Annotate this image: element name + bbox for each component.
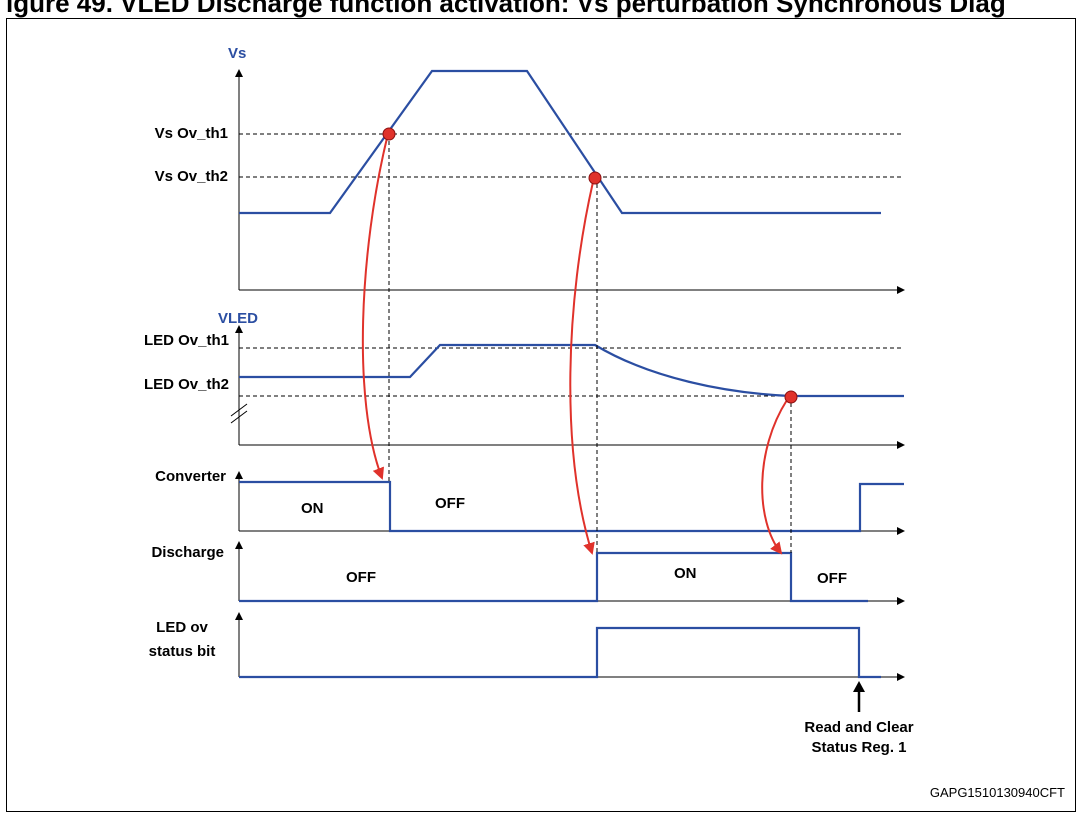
discharge-state-off-1: OFF [346, 569, 376, 586]
vled-axis-label: VLED [218, 310, 258, 327]
vs-axis-label: Vs [228, 45, 246, 62]
frame-border [6, 18, 1076, 812]
led-ov-panel: LED ov status bit [149, 612, 905, 681]
discharge-state-off-2: OFF [817, 570, 847, 587]
event-arrow-3 [761, 399, 788, 555]
read-clear-annotation: Read and Clear Status Reg. 1 [804, 681, 914, 756]
event-marker-2 [588, 171, 602, 185]
vled-panel: VLED LED Ov_th1 LED Ov_th2 [144, 310, 905, 449]
event-marker-3 [784, 390, 798, 404]
vs-panel: Vs Vs Ov_th1 Vs Ov_th2 [155, 45, 905, 294]
figure-code: GAPG1510130940CFT [930, 785, 1065, 800]
discharge-panel: Discharge OFF ON OFF [151, 541, 905, 605]
figure-caption: igure 49. VLED Discharge function activa… [6, 0, 1006, 18]
vled-threshold-1-label: LED Ov_th1 [144, 332, 229, 349]
event-guides [388, 134, 792, 553]
vs-threshold-1-label: Vs Ov_th1 [155, 125, 228, 142]
vled-threshold-2-label: LED Ov_th2 [144, 376, 229, 393]
vs-threshold-2-label: Vs Ov_th2 [155, 168, 228, 185]
event-arrows [361, 127, 798, 555]
discharge-label: Discharge [151, 544, 224, 561]
event-marker-1 [382, 127, 396, 141]
discharge-state-on: ON [674, 565, 697, 582]
discharge-waveform [239, 551, 868, 603]
axis-break-mark-2 [230, 410, 248, 424]
converter-panel: Converter ON OFF [155, 468, 905, 535]
converter-state-on: ON [301, 500, 324, 517]
read-clear-line-2: Status Reg. 1 [811, 739, 906, 756]
vs-waveform [239, 69, 881, 215]
axis-break-mark-1 [230, 403, 248, 417]
led-ov-label-line-1: LED ov [156, 619, 208, 636]
converter-label: Converter [155, 468, 226, 485]
led-ov-label-line-2: status bit [149, 643, 216, 660]
converter-state-off: OFF [435, 495, 465, 512]
read-clear-arrow-head [853, 681, 865, 692]
converter-waveform [239, 480, 904, 533]
read-clear-line-1: Read and Clear [804, 719, 913, 736]
vled-waveform [239, 343, 904, 398]
led-ov-waveform [239, 626, 881, 679]
event-arrow-1 [361, 137, 388, 480]
event-arrow-2 [569, 181, 595, 555]
